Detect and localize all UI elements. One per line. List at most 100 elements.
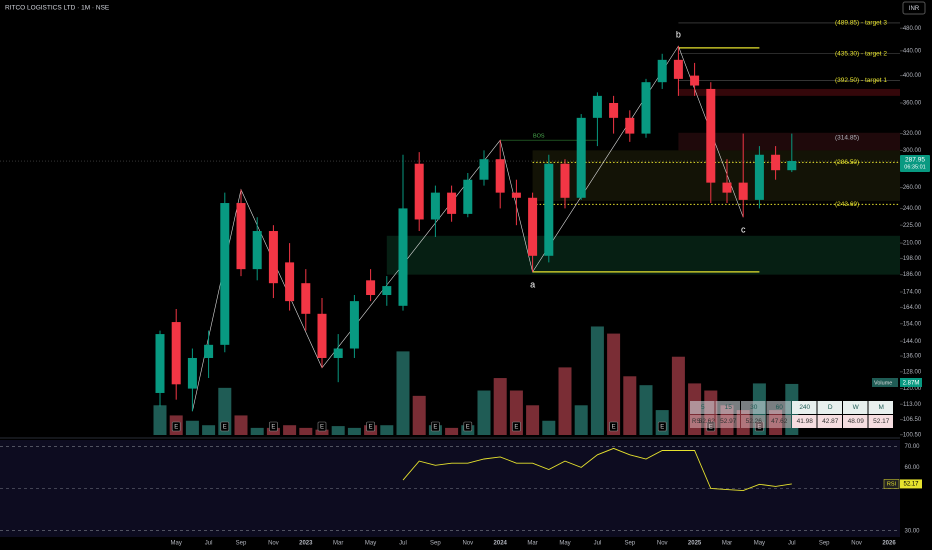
y-tick-label: 210.00 [903, 241, 922, 247]
volume-bar [445, 427, 459, 435]
y-tick-label: 120.00 [903, 386, 922, 392]
table-header: 60 [776, 404, 784, 411]
level-label: (286.50) [835, 159, 859, 166]
candle-body [349, 301, 359, 349]
x-tick-label: Sep [819, 541, 830, 547]
candle-body [236, 203, 246, 270]
x-tick-label: Nov [851, 541, 862, 547]
candle-body [398, 208, 408, 306]
volume-bar [331, 426, 345, 435]
candle-body [495, 159, 505, 193]
rsi-value: 52.17 [903, 482, 919, 488]
candle-body [252, 231, 262, 270]
candle-body [771, 154, 781, 171]
y-tick-label: 300.00 [903, 148, 922, 154]
y-tick-label: 400.00 [903, 73, 922, 79]
volume-bar [299, 427, 313, 435]
last-price-label: 287.95 [905, 156, 925, 163]
volume-value: 2.87M [903, 381, 920, 387]
table-header-cell [817, 401, 842, 414]
candle-body [187, 357, 197, 389]
earnings-marker [609, 421, 618, 432]
table-value: 52.97 [720, 418, 737, 425]
y-tick-label: 106.50 [903, 417, 922, 423]
x-tick-label: Nov [462, 541, 473, 547]
table-cell [766, 415, 791, 428]
candle-body [430, 192, 440, 220]
table-cell [690, 415, 715, 428]
candle-body [268, 231, 278, 284]
volume-bar [283, 425, 297, 435]
zone [678, 88, 900, 96]
earnings-marker [512, 421, 521, 432]
candle-body [673, 59, 683, 79]
rsi-tick-label: 60.00 [904, 465, 920, 471]
candle-body [366, 280, 376, 296]
y-tick-label: 440.00 [903, 48, 922, 54]
earnings-marker [366, 421, 375, 432]
table-header-cell [792, 401, 817, 414]
candle-body [301, 283, 311, 314]
volume-bar [477, 390, 491, 435]
candle-body [155, 334, 165, 393]
earnings-label: E [514, 424, 518, 430]
candle-body [204, 344, 214, 358]
volume-bar [185, 420, 199, 435]
table-value: 52.26 [746, 418, 763, 425]
x-tick-label: Nov [657, 541, 668, 547]
candle-body [592, 95, 602, 118]
table-header: 15 [725, 404, 733, 411]
volume-bar [623, 376, 637, 435]
table-header: 240 [799, 404, 810, 411]
x-tick-label: Jul [788, 541, 796, 547]
pivot-label: c [741, 225, 746, 235]
y-tick-label: 320.00 [903, 131, 922, 137]
candle-body [690, 75, 700, 86]
candle-body [333, 348, 343, 358]
candle-body [317, 313, 327, 358]
y-tick-label: 480.00 [903, 26, 922, 32]
volume-bar [574, 405, 588, 435]
candle-body [511, 192, 521, 198]
table-value: 52.17 [873, 418, 890, 425]
y-tick-label: 128.00 [903, 369, 922, 375]
y-tick-label: 174.00 [903, 290, 922, 296]
x-tick-label: Sep [430, 541, 441, 547]
x-tick-label: Jul [594, 541, 602, 547]
x-tick-label: 2023 [299, 541, 313, 547]
y-tick-label: 144.00 [903, 339, 922, 345]
volume-bar [558, 367, 572, 435]
volume-bar [266, 427, 280, 435]
bos-label: BOS [533, 134, 545, 140]
x-tick-label: Jul [399, 541, 407, 547]
table-header: 30 [750, 404, 758, 411]
pivot-label: a [530, 279, 535, 289]
chart-title: RITCO LOGISTICS LTD · 1M · NSE [5, 5, 110, 12]
earnings-marker [657, 421, 667, 432]
y-tick-label: 113.00 [903, 402, 922, 408]
volume-bar [639, 385, 653, 435]
candle-body [706, 88, 716, 183]
currency-box[interactable] [902, 1, 926, 15]
earnings-label: E [660, 424, 664, 430]
earnings-label: E [369, 424, 373, 430]
volume-bar [526, 405, 540, 435]
candle-body [544, 163, 554, 256]
currency[interactable]: INR [909, 6, 920, 12]
x-tick-label: Sep [624, 541, 635, 547]
table-cell [843, 415, 868, 428]
y-tick-label: 136.00 [903, 354, 922, 360]
rsi-tick-label: 70.00 [904, 444, 920, 450]
countdown: 06:35:01 [904, 165, 925, 171]
y-tick-label: 198.00 [903, 256, 922, 262]
earnings-label: E [271, 424, 275, 430]
rsi-tick-label: 30.00 [904, 528, 920, 534]
volume-bar [671, 356, 685, 435]
candle-body [609, 102, 619, 118]
table-cell [868, 415, 893, 428]
level-label: (392.50) - target 1 [835, 77, 887, 84]
candle-body [657, 59, 667, 83]
y-tick-label: 225.00 [903, 223, 922, 229]
table-cell [792, 415, 817, 428]
earnings-marker [431, 421, 440, 432]
